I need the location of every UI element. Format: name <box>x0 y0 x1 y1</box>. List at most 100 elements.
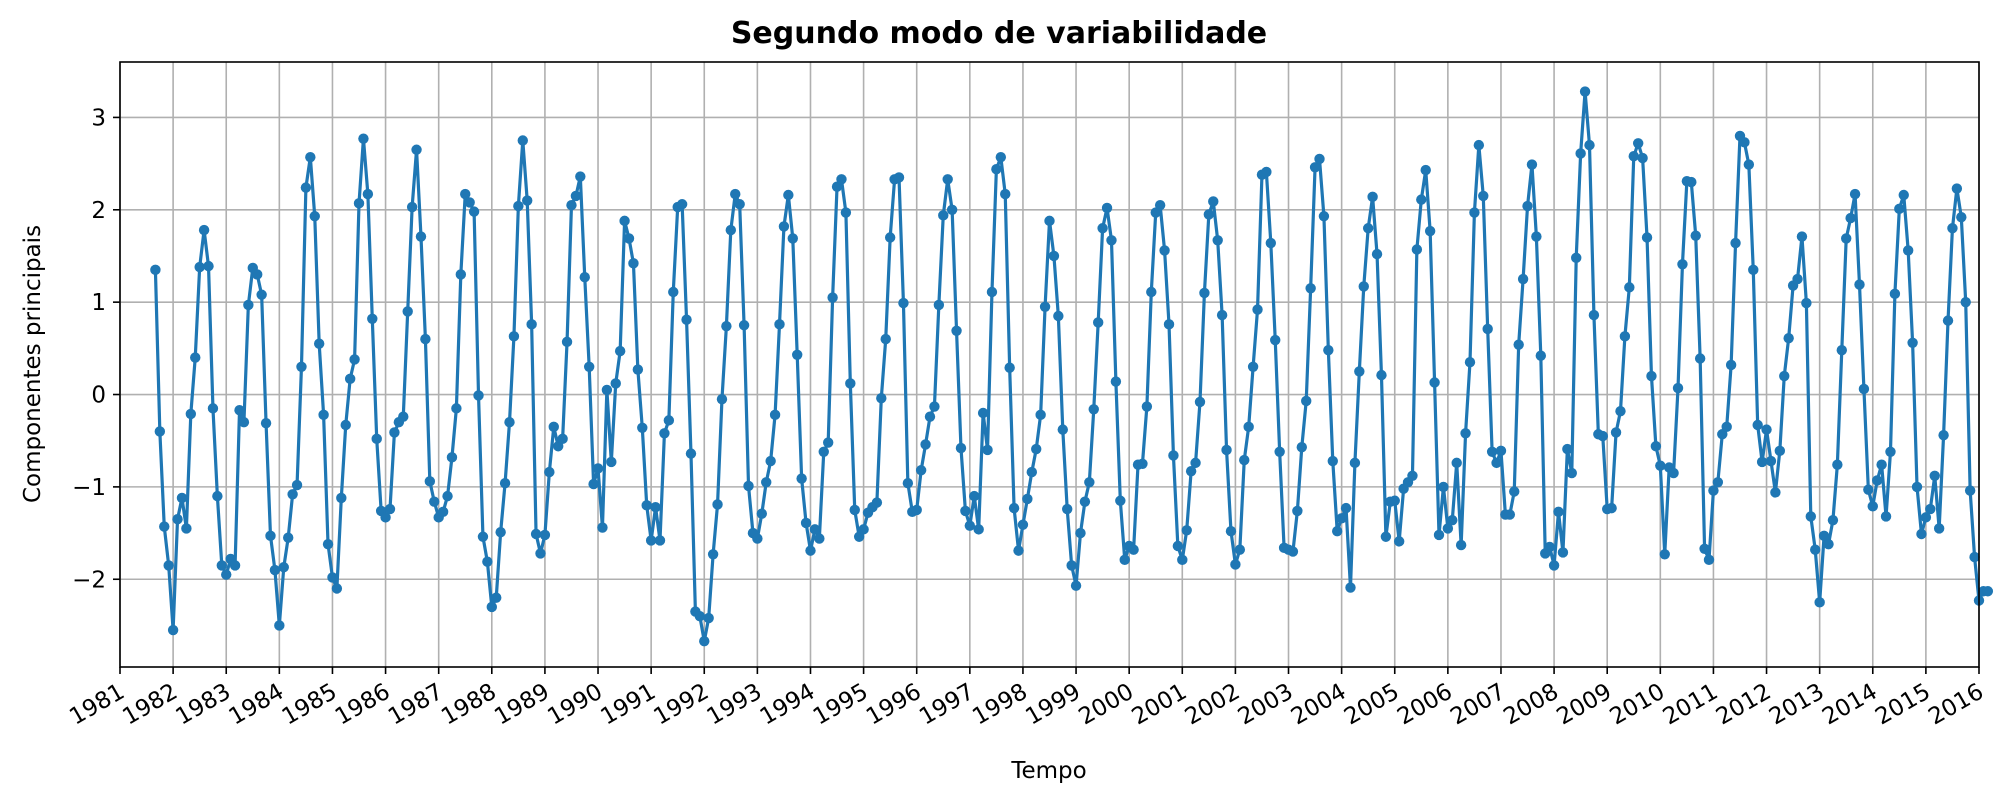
data-point <box>1876 459 1887 470</box>
data-point <box>1796 231 1808 242</box>
data-point <box>398 411 409 422</box>
data-point <box>1433 529 1445 541</box>
data-point <box>265 530 276 542</box>
data-point <box>579 272 590 283</box>
data-point <box>1690 230 1701 241</box>
data-point <box>530 528 542 540</box>
data-point <box>1579 86 1591 97</box>
data-point <box>274 620 285 631</box>
data-point <box>986 286 998 298</box>
data-point <box>1345 582 1356 593</box>
data-point <box>1234 544 1246 555</box>
data-point <box>1070 580 1082 591</box>
data-point <box>840 207 852 218</box>
data-point <box>1137 458 1148 469</box>
data-point <box>1615 405 1626 417</box>
data-point <box>1641 232 1653 243</box>
data-point <box>544 466 555 478</box>
data-point <box>601 384 613 396</box>
data-point <box>313 338 325 349</box>
data-point <box>1805 511 1817 522</box>
data-point <box>1225 526 1237 537</box>
data-point <box>150 264 161 276</box>
data-point <box>1119 554 1130 566</box>
data-point <box>734 199 745 210</box>
data-point <box>1872 475 1883 486</box>
data-point <box>884 232 896 243</box>
data-point <box>588 478 599 490</box>
data-point <box>1469 207 1480 218</box>
data-point <box>468 206 480 217</box>
data-point <box>172 514 183 525</box>
data-point <box>1916 528 1927 540</box>
data-point <box>460 188 471 200</box>
data-point <box>1442 523 1454 534</box>
data-point <box>1925 503 1936 515</box>
data-point <box>167 624 179 636</box>
data-point <box>1455 539 1467 551</box>
data-point <box>1287 546 1299 557</box>
data-point <box>1110 376 1122 387</box>
data-point <box>752 533 763 544</box>
data-point <box>1318 211 1330 222</box>
data-point <box>1880 511 1892 522</box>
data-point <box>402 306 413 317</box>
data-point <box>827 292 838 303</box>
data-point <box>1823 538 1834 550</box>
data-point <box>1942 315 1954 326</box>
data-point <box>362 188 374 200</box>
data-point <box>668 286 679 298</box>
data-point <box>198 224 210 236</box>
data-point <box>1619 331 1631 342</box>
plot-frame <box>119 61 1980 668</box>
data-point <box>681 314 692 325</box>
data-point <box>181 523 192 534</box>
data-point <box>1810 544 1821 555</box>
data-point <box>1393 536 1405 547</box>
data-point <box>1951 183 1963 194</box>
data-point <box>1407 470 1418 481</box>
data-point <box>256 289 267 300</box>
data-point <box>1460 428 1471 439</box>
data-point <box>694 611 706 622</box>
data-point <box>1504 509 1516 520</box>
data-point <box>809 524 821 535</box>
data-point <box>1960 296 1971 308</box>
data-point <box>300 182 312 193</box>
data-point <box>938 210 949 221</box>
data-point <box>774 319 785 330</box>
data-point <box>491 592 502 603</box>
data-point <box>1513 339 1524 350</box>
data-point <box>845 378 856 389</box>
data-point <box>411 144 422 155</box>
data-point <box>1309 162 1321 173</box>
data-point <box>238 417 250 428</box>
data-point <box>1597 430 1608 442</box>
data-point <box>1849 188 1861 200</box>
data-point <box>322 538 334 550</box>
data-point <box>243 299 254 311</box>
data-point <box>1243 421 1254 433</box>
data-point <box>1668 467 1679 479</box>
data-point <box>389 427 400 438</box>
data-point <box>1686 176 1697 188</box>
data-point <box>1575 148 1586 159</box>
data-point <box>331 583 343 594</box>
data-point <box>185 408 197 420</box>
data-point <box>1141 401 1153 412</box>
data-point <box>610 378 621 389</box>
data-point <box>1531 231 1542 242</box>
data-point <box>1894 203 1905 215</box>
data-point <box>1584 139 1595 151</box>
data-point <box>446 452 458 463</box>
data-point <box>384 503 396 515</box>
data-point <box>920 439 931 450</box>
data-point <box>1416 194 1427 205</box>
data-point <box>548 421 559 433</box>
data-point <box>424 476 436 487</box>
data-point <box>1721 421 1732 433</box>
data-point <box>1354 366 1365 377</box>
data-point <box>1509 486 1520 497</box>
data-point <box>451 403 462 414</box>
data-point <box>783 189 794 201</box>
